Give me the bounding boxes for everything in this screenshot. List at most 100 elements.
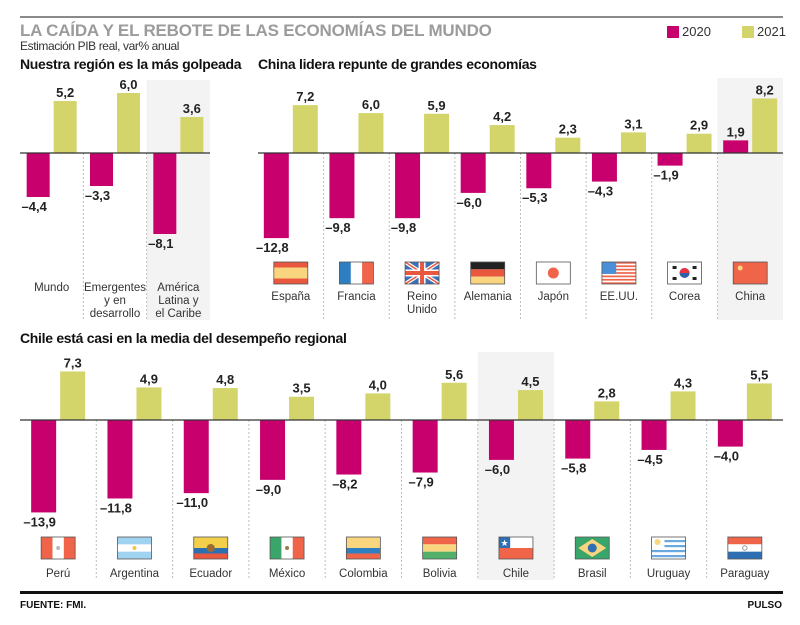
flag-emblem [56, 546, 61, 550]
bar-2021 [136, 387, 162, 420]
mexico-flag [269, 536, 305, 560]
data-label-2020: –4,0 [714, 449, 739, 464]
chile-flag [498, 536, 534, 560]
bar-2020 [153, 153, 177, 234]
category-label: Paraguay [720, 568, 769, 580]
flag-stripe [727, 544, 762, 552]
argentina-flag [117, 536, 152, 560]
category-label: Corea [669, 291, 701, 303]
flag-border [601, 261, 637, 285]
data-label-2021: 4,0 [369, 377, 387, 392]
data-label-2021: 4,8 [216, 372, 234, 387]
flag-border [117, 536, 152, 560]
flag-border [273, 261, 309, 285]
flag-stripe [339, 262, 351, 284]
bolivia-flag [422, 536, 458, 560]
flag-trigram [692, 266, 697, 269]
peru-flag [40, 536, 76, 560]
uk-flag [403, 260, 441, 286]
flag-emblem [206, 544, 215, 552]
flag-taeguk-red [679, 268, 690, 273]
bar-2020 [31, 420, 57, 513]
data-label-2020: –9,0 [256, 482, 281, 497]
flag-border [193, 536, 229, 560]
category-label: y en [104, 295, 126, 307]
category-label: Uruguay [647, 568, 691, 580]
data-label-2020: –6,0 [457, 195, 482, 210]
data-label-2020: –4,3 [588, 184, 613, 199]
data-label-2020: –11,0 [176, 495, 208, 510]
flag-border [345, 536, 381, 560]
flag-stripe [420, 262, 425, 284]
bar-2020 [336, 420, 362, 475]
category-label: EE.UU. [600, 291, 638, 303]
category-label: Brasil [578, 568, 607, 580]
bar-2021 [594, 401, 620, 420]
flag-stripe [651, 555, 686, 558]
legend-item-2020: 2020 [667, 24, 711, 39]
flag-border [339, 261, 374, 285]
flag-stripe [193, 537, 228, 548]
flag-stripe [651, 545, 686, 548]
legend-swatch-2021 [742, 25, 754, 38]
bar-2020 [90, 153, 113, 186]
data-label-2020: –5,8 [561, 461, 586, 476]
category-label: Latina y [158, 295, 199, 307]
bar-2021 [212, 388, 238, 420]
category-label: América [157, 282, 200, 294]
flag-trigram [692, 277, 697, 280]
flag-star [737, 265, 743, 271]
category-label: Colombia [339, 568, 388, 580]
panel-title-regions: Nuestra región es la más golpeada [20, 56, 242, 72]
category-label: Ecuador [189, 568, 232, 580]
bar-2020 [565, 420, 591, 459]
bar-2020 [526, 153, 552, 189]
category-label: desarrollo [90, 308, 141, 320]
data-label-2020: –4,4 [22, 199, 48, 214]
flag-emblem [285, 546, 290, 550]
data-label-2020: –11,8 [100, 500, 132, 515]
data-label-2021: 4,5 [521, 374, 539, 389]
data-label-2021: 7,3 [64, 355, 82, 370]
top-rule [20, 16, 783, 18]
bar-2021 [117, 93, 140, 153]
flag-stripe [270, 537, 282, 559]
bar-2020 [263, 153, 289, 239]
bar-2020 [657, 153, 683, 166]
data-label-2021: 3,1 [624, 116, 642, 131]
source-note: FUENTE: FMI. [20, 600, 87, 611]
flag-border [40, 536, 76, 560]
bar-2021 [686, 133, 712, 153]
data-label-2020: –8,1 [148, 236, 173, 251]
category-label: Alemania [464, 291, 513, 303]
bar-2020 [26, 153, 50, 197]
bar-2021 [358, 113, 384, 153]
flag-stripe [422, 551, 457, 559]
bar-2020 [412, 420, 438, 473]
bar-2020 [460, 153, 486, 193]
data-label-2021: 4,3 [674, 375, 692, 390]
flag-border [269, 536, 305, 560]
flag-sun [654, 539, 661, 545]
flag-stripe [63, 537, 76, 559]
bar-2021 [752, 98, 778, 153]
category-label: España [271, 291, 311, 303]
data-label-2020: –3,3 [85, 188, 110, 203]
bar-2021 [746, 383, 772, 420]
data-label-2021: 3,5 [293, 381, 311, 396]
korea-flag [667, 261, 702, 285]
france-flag [339, 261, 374, 285]
flag-stripe [346, 553, 381, 559]
data-label-2021: 5,2 [56, 85, 74, 100]
bar-2021 [180, 117, 204, 153]
category-label: Reino [407, 291, 437, 303]
data-label-2021: 5,6 [445, 367, 463, 382]
bar-2020 [723, 140, 749, 153]
category-label: Japón [538, 291, 569, 303]
spain-flag [273, 261, 309, 285]
legend-label-2020: 2020 [682, 24, 711, 39]
data-label-2021: 6,0 [119, 77, 137, 92]
data-label-2020: –7,9 [408, 475, 433, 490]
flag-stripe [470, 269, 505, 277]
usa-flag [601, 261, 637, 285]
